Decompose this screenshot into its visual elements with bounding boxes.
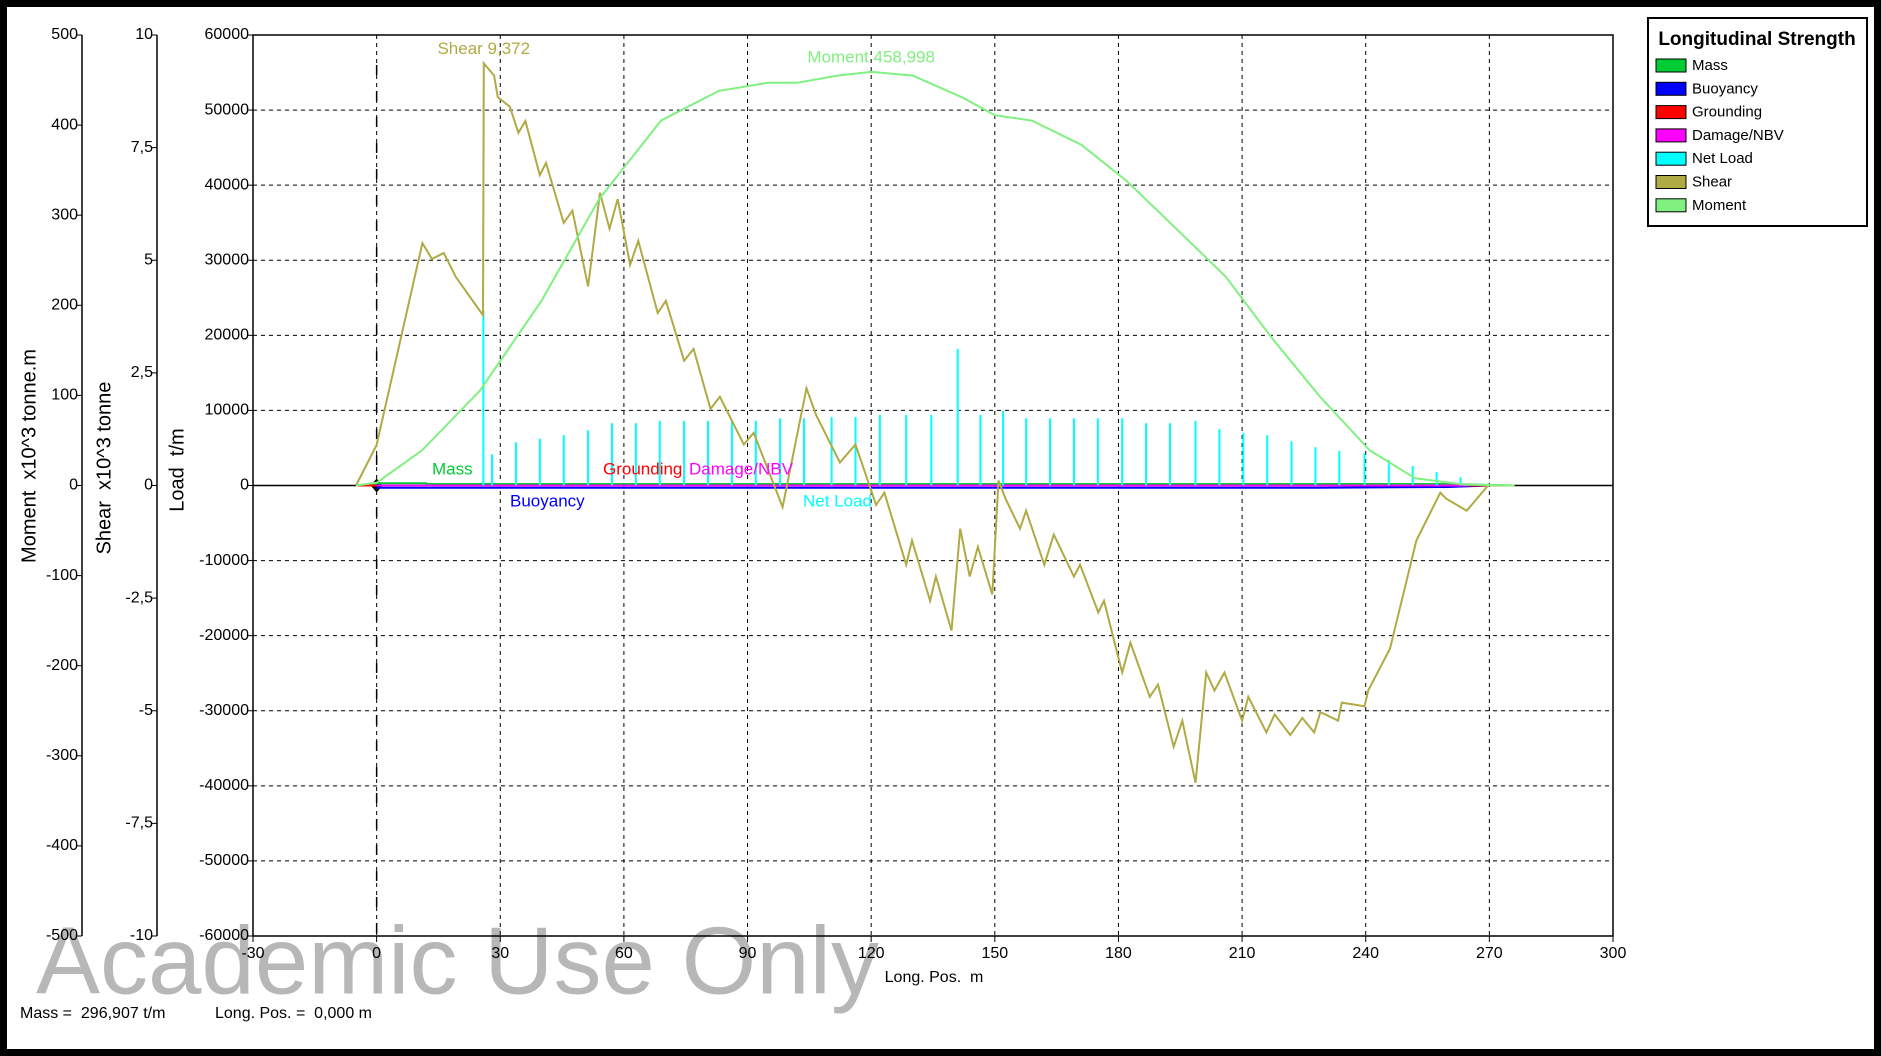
x-tick-label: 120 <box>858 945 885 962</box>
y2-tick-label: -10 <box>130 927 153 944</box>
y3-tick-label: 0 <box>69 477 78 494</box>
y-tick-label: 50000 <box>205 101 250 118</box>
y2-tick-label: -7,5 <box>125 815 153 832</box>
series-label: Damage/NBV <box>689 459 794 478</box>
legend-swatch <box>1655 151 1687 166</box>
x-axis-title: Long. Pos. m <box>885 969 984 986</box>
y3-tick-label: 400 <box>51 116 78 133</box>
x-tick-label: 30 <box>491 945 509 962</box>
y-tick-label: -10000 <box>199 552 249 569</box>
legend-label: Shear <box>1692 173 1732 190</box>
x-tick-label: 210 <box>1229 945 1256 962</box>
legend-box <box>1647 17 1868 227</box>
x-tick-label: 300 <box>1600 945 1627 962</box>
y2-tick-label: 7,5 <box>131 139 153 156</box>
x-tick-label: 90 <box>739 945 757 962</box>
legend-label: Net Load <box>1692 150 1753 167</box>
x-tick-label: 0 <box>372 945 381 962</box>
x-tick-label: 270 <box>1476 945 1503 962</box>
y-tick-label: 40000 <box>205 176 250 193</box>
legend-swatch <box>1655 128 1687 143</box>
y2-axis-title: Shear x10^3 tonne <box>93 382 115 555</box>
x-tick-label: 180 <box>1105 945 1132 962</box>
y3-tick-label: 300 <box>51 206 78 223</box>
y2-tick-label: 0 <box>144 477 153 494</box>
footer-mass: Mass = 296,907 t/m <box>20 1005 165 1022</box>
y-tick-label: 10000 <box>205 402 250 419</box>
y-tick-label: -40000 <box>199 777 249 794</box>
legend-swatch <box>1655 175 1687 189</box>
y2-tick-label: -2,5 <box>125 589 153 606</box>
y-tick-label: 30000 <box>205 251 250 268</box>
y-tick-label: 60000 <box>205 26 250 43</box>
y3-tick-label: -500 <box>46 927 78 944</box>
peak-annotation: Shear 9,372 <box>437 39 530 58</box>
x-tick-label: 60 <box>615 945 633 962</box>
legend-label: Buoyancy <box>1692 80 1758 97</box>
series-label: Net Load <box>803 491 872 510</box>
x-tick-label: -30 <box>241 945 264 962</box>
legend-label: Damage/NBV <box>1692 127 1784 144</box>
series-label: Buoyancy <box>510 491 585 510</box>
legend-label: Moment <box>1692 197 1747 214</box>
y-tick-label: -20000 <box>199 627 249 644</box>
legend-label: Grounding <box>1692 104 1762 121</box>
y2-tick-label: 10 <box>135 26 153 43</box>
frame <box>7 7 1874 1049</box>
legend-swatch <box>1655 58 1687 73</box>
series-line <box>355 60 1515 784</box>
legend-swatch <box>1655 198 1687 213</box>
legend-swatch <box>1655 81 1687 96</box>
legend-title: Longitudinal Strength <box>1658 29 1855 50</box>
y3-tick-label: -400 <box>46 837 78 854</box>
y3-tick-label: -100 <box>46 567 78 584</box>
y-tick-label: 20000 <box>205 327 250 344</box>
watermark: Academic Use Only <box>36 907 879 1014</box>
legend-label: Mass <box>1692 57 1728 74</box>
x-tick-label: 150 <box>981 945 1008 962</box>
series-label: Grounding <box>603 459 682 478</box>
y-tick-label: -50000 <box>199 852 249 869</box>
y3-tick-label: 200 <box>51 297 78 314</box>
series-line <box>355 70 1515 487</box>
y3-tick-label: 500 <box>51 26 78 43</box>
y3-tick-label: -300 <box>46 747 78 764</box>
peak-annotation: Moment 458,998 <box>807 47 935 66</box>
y3-tick-label: 100 <box>51 387 78 404</box>
y2-tick-label: -5 <box>139 702 153 719</box>
x-tick-label: 240 <box>1352 945 1379 962</box>
series-label: Mass <box>432 459 473 478</box>
series-line <box>376 484 1490 489</box>
y-axis-title: Load t/m <box>166 428 188 511</box>
y-tick-label: -30000 <box>199 702 249 719</box>
y2-tick-label: 5 <box>144 251 153 268</box>
y-tick-label: 0 <box>240 477 249 494</box>
legend-swatch <box>1655 105 1687 120</box>
y3-tick-label: -200 <box>46 657 78 674</box>
y3-axis-title: Moment x10^3 tonne.m <box>18 349 40 563</box>
y2-tick-label: 2,5 <box>131 364 153 381</box>
footer-position: Long. Pos. = 0,000 m <box>215 1005 372 1022</box>
y-tick-label: -60000 <box>199 927 249 944</box>
